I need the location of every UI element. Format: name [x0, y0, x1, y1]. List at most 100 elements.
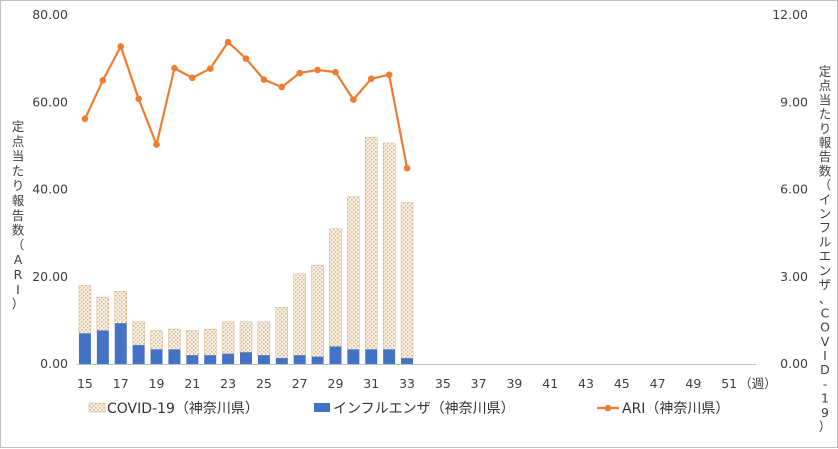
influenza-bar: [257, 355, 270, 364]
influenza-bar: [204, 355, 217, 364]
legend-covid-label: COVID-19（神奈川県）: [107, 401, 259, 417]
ari-point: [296, 69, 303, 77]
covid-bar: [114, 291, 127, 324]
x-tick-label: 33: [399, 376, 415, 391]
x-tick-label: 19: [149, 376, 165, 391]
influenza-bar: [168, 349, 181, 364]
covid-bar: [347, 196, 360, 350]
ari-point: [206, 65, 214, 72]
right-y-tick-label: 3.00: [780, 269, 808, 284]
covid-bar: [293, 273, 306, 356]
x-tick-label: 23: [220, 376, 236, 391]
covid-bar: [168, 328, 181, 350]
influenza-bar: [329, 346, 342, 364]
legend-influenza-label: インフルエンザ（神奈川県）: [333, 401, 515, 417]
ari-line-series: [81, 38, 411, 172]
left-y-axis-tick-labels: 0.00 20.00 40.00 60.00 80.00: [32, 7, 68, 371]
influenza-bar: [186, 355, 199, 364]
x-tick-label: 45: [614, 376, 630, 391]
covid-bar: [150, 330, 163, 350]
ari-point: [278, 83, 286, 91]
right-y-axis-title-text: 定点当たり報告数（インフルエンザ、 C O V I D -1 9）: [819, 64, 832, 434]
x-tick-label: 37: [471, 376, 487, 391]
right-y-tick-label: 12.00: [772, 7, 808, 22]
x-tick-label: 27: [292, 376, 308, 391]
x-axis-unit-label: （週）: [739, 376, 777, 391]
legend-covid-swatch: [88, 402, 106, 413]
x-tick-label: 17: [113, 376, 129, 391]
legend-ari-marker: [604, 404, 612, 412]
x-tick-label: 43: [578, 376, 594, 391]
influenza-bar: [240, 352, 252, 364]
covid-bar: [204, 328, 217, 356]
right-y-axis-title: 定点当たり報告数（インフルエンザ、 C O V I D -1 9）: [819, 64, 832, 434]
x-tick-label: 29: [328, 376, 344, 391]
legend: COVID-19（神奈川県） インフルエンザ（神奈川県） ARI（神奈川県）: [88, 401, 729, 417]
influenza-bar: [78, 333, 91, 364]
left-y-axis-title: 定点当たり報告数（ A R I）: [12, 119, 25, 312]
ari-point: [99, 77, 107, 84]
ari-point: [81, 115, 89, 123]
covid-bar: [132, 321, 145, 346]
legend-influenza-swatch: [314, 403, 330, 412]
ari-point: [350, 96, 357, 103]
left-y-tick-label: 60.00: [32, 94, 68, 109]
influenza-bar: [114, 323, 127, 364]
ari-point: [135, 95, 142, 103]
influenza-bar: [275, 358, 288, 364]
x-tick-label: 49: [685, 376, 701, 391]
left-y-tick-label: 20.00: [32, 269, 68, 284]
right-y-tick-label: 9.00: [780, 94, 808, 109]
x-axis-tick-labels: 15 17 19 21 23 25 27 29 31 33 35 37 39 41 43 45 47 49 51: [77, 376, 737, 391]
influenza-bar: [383, 349, 396, 364]
covid-bar: [186, 330, 199, 356]
influenza-bar: [222, 353, 235, 364]
x-tick-label: 39: [506, 376, 522, 391]
ari-point: [385, 71, 393, 79]
influenza-bars: [78, 323, 414, 364]
covid-bar: [96, 296, 110, 331]
legend-ari-label: ARI（神奈川県）: [622, 401, 729, 417]
x-tick-label: 47: [650, 376, 666, 391]
x-tick-label: 35: [435, 376, 451, 391]
x-tick-label: 15: [77, 376, 93, 391]
covid-bar: [400, 202, 414, 359]
influenza-bar: [96, 330, 109, 364]
ari-point: [189, 74, 196, 82]
ari-point: [117, 43, 125, 50]
covid-bar: [382, 142, 396, 350]
left-y-axis-title-text: 定点当たり報告数（ A R I）: [12, 119, 25, 312]
influenza-bar: [150, 349, 163, 364]
influenza-bar: [132, 345, 145, 364]
influenza-bar: [311, 356, 324, 364]
x-tick-label: 21: [184, 376, 200, 391]
ari-point: [332, 68, 339, 76]
ari-point: [260, 76, 268, 83]
influenza-bar: [293, 355, 306, 364]
influenza-bar: [401, 358, 414, 364]
right-y-tick-label: 6.00: [780, 182, 808, 197]
x-tick-label: 25: [256, 376, 272, 391]
right-y-axis-tick-labels: 0.00 3.00 6.00 9.00 12.00: [772, 7, 808, 371]
influenza-bar: [347, 349, 360, 364]
covid-bar: [78, 285, 92, 334]
ari-point: [403, 164, 411, 172]
ari-point: [367, 75, 375, 82]
covid-bar: [221, 321, 235, 355]
x-tick-label: 51: [721, 376, 737, 391]
ari-point: [153, 141, 160, 148]
left-y-tick-label: 80.00: [32, 7, 68, 22]
covid-bar: [311, 264, 324, 357]
covid-bar: [275, 307, 288, 359]
ari-point: [224, 38, 232, 46]
covid-bars: [78, 136, 414, 359]
covid-bar: [329, 228, 342, 347]
x-tick-label: 41: [542, 376, 558, 391]
left-y-tick-label: 0.00: [40, 356, 68, 371]
ari-point: [242, 55, 250, 62]
covid-bar: [257, 321, 271, 356]
covid-bar: [365, 136, 378, 350]
left-y-tick-label: 40.00: [32, 182, 68, 197]
